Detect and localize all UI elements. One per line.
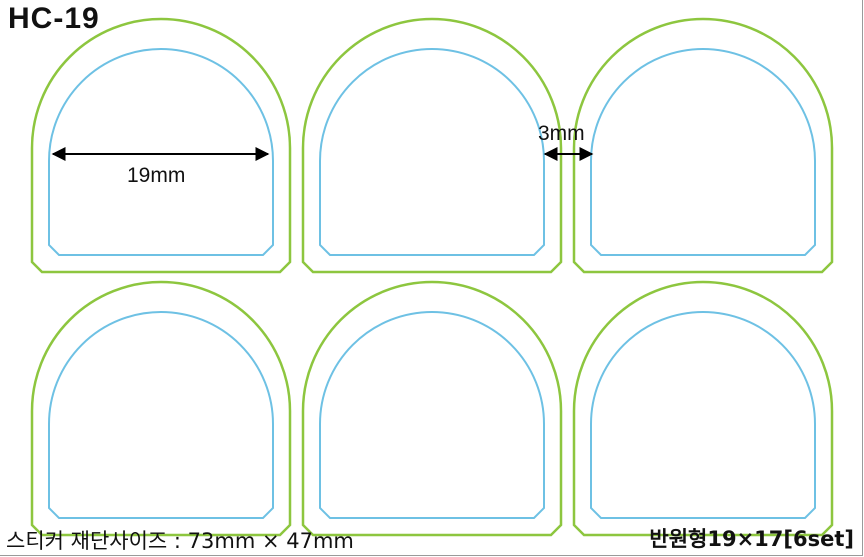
- sticker-print-line: [319, 48, 545, 256]
- sticker-grid: [30, 17, 834, 537]
- sticker-cut-line: [301, 280, 563, 537]
- gap-dimension: 3mm: [538, 122, 594, 161]
- width-dimension-label: 19mm: [127, 164, 185, 187]
- sticker-cut-line: [30, 280, 292, 537]
- sticker-print-line: [48, 48, 274, 256]
- width-dimension: 19mm: [51, 147, 270, 187]
- sticker-5: [301, 280, 563, 537]
- sticker-2: [301, 17, 563, 274]
- sticker-print-line: [590, 48, 816, 256]
- sticker-cut-line: [30, 17, 292, 274]
- sticker-print-line: [48, 311, 274, 519]
- sticker-1: [30, 17, 292, 274]
- sticker-3: [572, 17, 834, 274]
- sticker-print-line: [590, 311, 816, 519]
- gap-dimension-label: 3mm: [538, 122, 585, 145]
- sticker-cut-line: [572, 17, 834, 274]
- sticker-print-line: [319, 311, 545, 519]
- product-code: HC-19: [8, 2, 100, 35]
- cut-size-label: 스티커 재단사이즈 : 73mm × 47mm: [6, 529, 354, 553]
- sticker-6: [572, 280, 834, 537]
- shape-spec-label: 반원형19×17[6set]: [649, 527, 854, 551]
- sticker-4: [30, 280, 292, 537]
- sticker-cut-line: [301, 17, 563, 274]
- sticker-cut-line: [572, 280, 834, 537]
